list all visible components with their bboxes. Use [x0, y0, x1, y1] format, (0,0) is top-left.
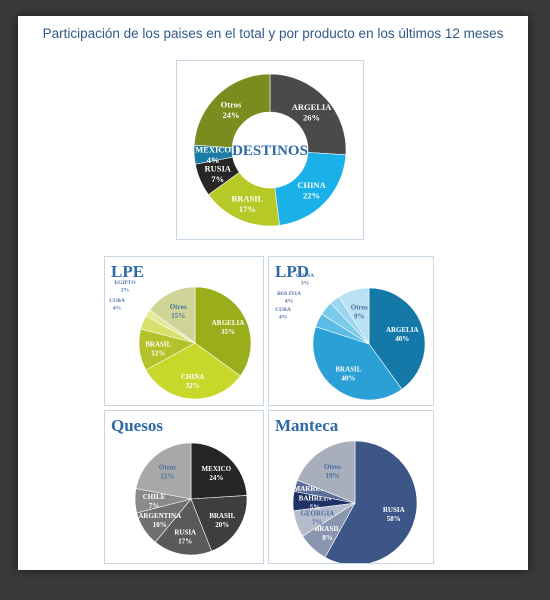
lpe-label-egipto: EGIPTO: [114, 280, 136, 286]
manteca-panel: Manteca RUSIA 58% BRASIL 8% GEORGIA 7% BAHREIN…: [268, 410, 434, 566]
quesos-label-brasil: BRASIL: [209, 512, 235, 520]
lpd-panel: LPD ARGELIA 40% BRASIL 40% CUBA 4% BOLIVIA 4% CH…: [268, 256, 434, 406]
quesos-title: Quesos: [111, 416, 163, 435]
lpd-value-argelia: 40%: [395, 335, 409, 343]
destinos-value-rusia: 7%: [211, 174, 224, 184]
quesos-value-chile: 7%: [149, 502, 160, 510]
manteca-value-georgia: 7%: [312, 519, 323, 527]
manteca-value-otros: 19%: [326, 472, 340, 480]
lpe-value-china: 32%: [186, 382, 200, 390]
quesos-label-mexico: MEXICO: [202, 465, 232, 473]
manteca-label-marruecos: MARRUECOS: [294, 485, 340, 493]
quesos-value-brasil: 20%: [215, 521, 229, 529]
manteca-value-rusia: 58%: [387, 515, 401, 523]
destinos-value-otros: 24%: [222, 110, 239, 120]
quesos-label-chile: CHILE: [143, 493, 166, 501]
lpd-slice-brasil: [312, 326, 403, 401]
destinos-label-argelia: ARGELIA: [292, 102, 333, 112]
manteca-label-rusia: RUSIA: [383, 506, 405, 514]
destinos-slice-otros: [193, 73, 271, 148]
lpe-slice-argelia: [194, 286, 252, 377]
quesos-slice-rusia: [154, 498, 213, 556]
lpe-value-argelia: 35%: [221, 328, 235, 336]
destinos-value-brasil: 17%: [239, 204, 256, 214]
lpd-value-china: 3%: [301, 281, 309, 287]
manteca-value-brasil: 8%: [322, 534, 333, 542]
quesos-slice-brasil: [190, 495, 248, 552]
lpe-value-brasil: 12%: [151, 350, 165, 358]
lpd-title: LPD: [275, 262, 309, 281]
quesos-label-rusia: RUSIA: [174, 529, 196, 537]
manteca-label-georgia: GEORGIA: [300, 510, 334, 518]
quesos-panel: Quesos MEXICO 24% BRASIL 20% RUSIA 17% ARGENTI…: [104, 410, 264, 564]
lpe-title: LPE: [111, 262, 145, 281]
quesos-value-rusia: 17%: [178, 538, 192, 546]
manteca-label-bahrein: BAHREIN: [299, 495, 332, 503]
lpe-label-argelia: ARGELIA: [212, 319, 245, 327]
lpe-label-cuba: CUBA: [109, 298, 125, 304]
destinos-value-mexico: 4%: [207, 155, 220, 165]
destinos-value-china: 22%: [303, 191, 320, 201]
quesos-value-mexico: 24%: [209, 474, 223, 482]
lpd-slice-argelia: [368, 287, 426, 390]
lpe-value-egipto: 2%: [121, 288, 129, 294]
quesos-slice-mexico: [190, 442, 248, 500]
manteca-value-bahrein: 5%: [310, 504, 321, 512]
destinos-label-mexico: MEXICO: [195, 145, 231, 155]
manteca-title: Manteca: [275, 416, 339, 435]
lpd-value-bolivia: 4%: [285, 299, 293, 305]
lpd-pie-chart: ARGELIA40%BRASIL40%CUBA4%BOLIVIA4%CHINA3…: [275, 273, 426, 401]
lpe-label-brasil: BRASIL: [145, 341, 171, 349]
destinos-center-title: DESTINOS: [232, 143, 308, 159]
report-card: Participación de los paises en el total …: [18, 16, 528, 570]
lpd-value-cuba: 4%: [279, 315, 287, 321]
destinos-label-otros: Otros: [221, 99, 242, 109]
lpd-value-brasil: 40%: [341, 374, 355, 382]
lpd-label-china: CHINA: [296, 273, 314, 279]
lpd-label-otros: Otros: [351, 303, 368, 311]
quesos-value-otros: 22%: [160, 472, 174, 480]
lpe-label-china: CHINA: [181, 373, 204, 381]
destinos-label-brasil: BRASIL: [232, 193, 264, 203]
lpe-slice-china: [145, 342, 241, 400]
lpd-slice-otros: [338, 287, 370, 346]
destinos-value-argelia: 26%: [303, 112, 320, 122]
quesos-value-argentina: 10%: [153, 521, 167, 529]
lpd-value-otros: 9%: [354, 312, 365, 320]
lpd-label-argelia: ARGELIA: [386, 326, 419, 334]
manteca-label-otros: Otros: [324, 463, 341, 471]
page-title: Participación de los paises en el total …: [42, 26, 504, 41]
manteca-slice-otros: [296, 440, 356, 504]
lpd-label-bolivia: BOLIVIA: [277, 291, 301, 297]
destinos-panel: ARGELIA 26% CHINA 22% BRASIL 17% RUSIA 7% MEXICO…: [176, 60, 364, 240]
destinos-label-rusia: RUSIA: [204, 164, 231, 174]
lpe-value-otros: 15%: [171, 312, 185, 320]
lpe-panel: LPE ARGELIA 35% CHINA 32% BRASIL 12% CUBA 4% EGI…: [104, 256, 264, 406]
quesos-slice-otros: [135, 442, 192, 500]
destinos-slice-argelia: [269, 73, 347, 156]
destinos-label-china: CHINA: [297, 180, 326, 190]
lpd-label-cuba: CUBA: [275, 307, 291, 313]
quesos-label-argentina: ARGENTINA: [138, 512, 181, 520]
quesos-label-otros: Otros: [159, 463, 176, 471]
lpe-slice-otros: [149, 286, 196, 344]
lpe-value-cuba: 4%: [113, 306, 121, 312]
lpd-label-brasil: BRASIL: [335, 365, 361, 373]
lpe-label-otros: Otros: [170, 303, 187, 311]
manteca-label-brasil: BRASIL: [315, 525, 341, 533]
